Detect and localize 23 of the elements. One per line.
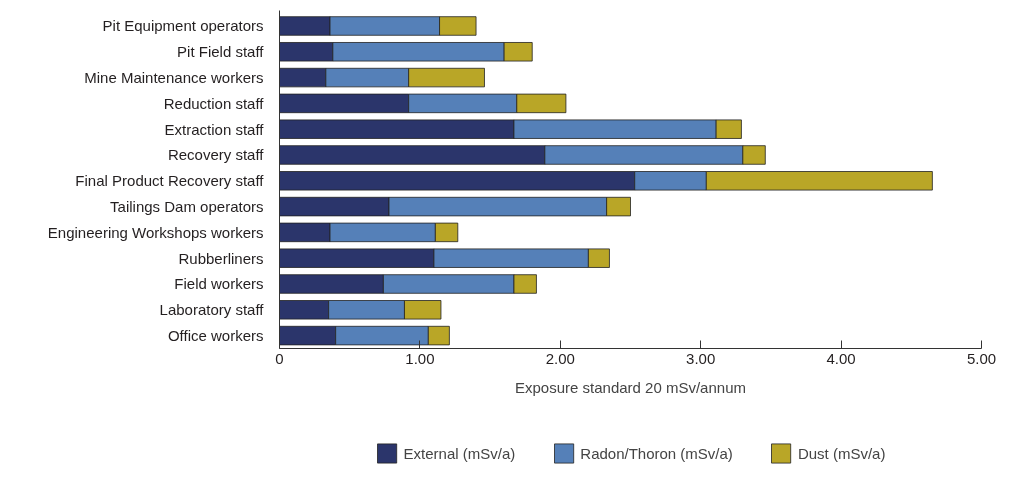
y-tick-label: Mine Maintenance workers bbox=[84, 69, 264, 87]
legend-label: Dust (mSv/a) bbox=[797, 444, 886, 462]
x-tick-label: 3.00 bbox=[686, 349, 716, 367]
legend-label: External (mSv/a) bbox=[403, 444, 516, 462]
x-tick-label: 5.00 bbox=[966, 349, 997, 367]
legend-label: Radon/Thoron (mSv/a) bbox=[580, 444, 733, 462]
y-tick-label: Pit Field staff bbox=[177, 43, 265, 61]
y-tick-label: Recovery staff bbox=[167, 146, 265, 164]
y-tick-label: Rubberliners bbox=[178, 249, 264, 267]
y-tick-label: Field workers bbox=[174, 275, 264, 293]
x-tick-label: 0 bbox=[275, 349, 284, 367]
y-tick-label: Pit Equipment operators bbox=[102, 17, 264, 35]
x-tick-label: 4.00 bbox=[826, 349, 856, 367]
y-tick-label: Final Product Recovery staff bbox=[75, 172, 265, 190]
y-tick-label: Office workers bbox=[167, 327, 264, 345]
y-tick-label: Extraction staff bbox=[164, 120, 265, 138]
x-tick-label: 1.00 bbox=[405, 349, 435, 367]
y-tick-label: Engineering Workshops workers bbox=[47, 223, 264, 241]
x-tick-label: 2.00 bbox=[545, 349, 575, 367]
y-tick-label: Reduction staff bbox=[163, 94, 265, 112]
y-tick-label: Laboratory staff bbox=[159, 301, 265, 319]
x-axis-title: Exposure standard 20 mSv/annum bbox=[515, 378, 746, 396]
y-tick-label: Tailings Dam operators bbox=[110, 198, 264, 216]
